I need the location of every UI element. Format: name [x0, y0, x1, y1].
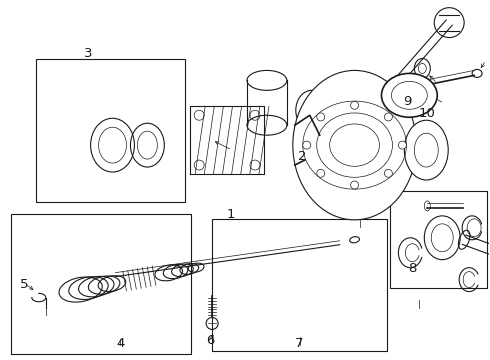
Ellipse shape	[293, 71, 416, 220]
Ellipse shape	[382, 73, 437, 117]
Text: 8: 8	[408, 262, 416, 275]
Ellipse shape	[384, 169, 392, 177]
Text: 1: 1	[226, 208, 235, 221]
Text: 9: 9	[403, 95, 411, 108]
Bar	[11, 214, 191, 354]
Ellipse shape	[350, 181, 359, 189]
Text: 7: 7	[294, 337, 303, 350]
Ellipse shape	[317, 169, 325, 177]
Text: 3: 3	[84, 47, 92, 60]
Ellipse shape	[317, 113, 325, 121]
Bar	[212, 219, 387, 351]
Bar	[36, 59, 185, 202]
Ellipse shape	[350, 101, 359, 109]
Bar	[391, 191, 487, 288]
Ellipse shape	[398, 141, 406, 149]
Text: 4: 4	[116, 337, 125, 350]
Text: 10: 10	[418, 107, 435, 120]
Ellipse shape	[303, 141, 311, 149]
Ellipse shape	[384, 113, 392, 121]
Text: 5: 5	[20, 278, 28, 291]
Text: 2: 2	[298, 150, 307, 163]
Ellipse shape	[404, 120, 448, 180]
Text: 6: 6	[206, 334, 214, 347]
